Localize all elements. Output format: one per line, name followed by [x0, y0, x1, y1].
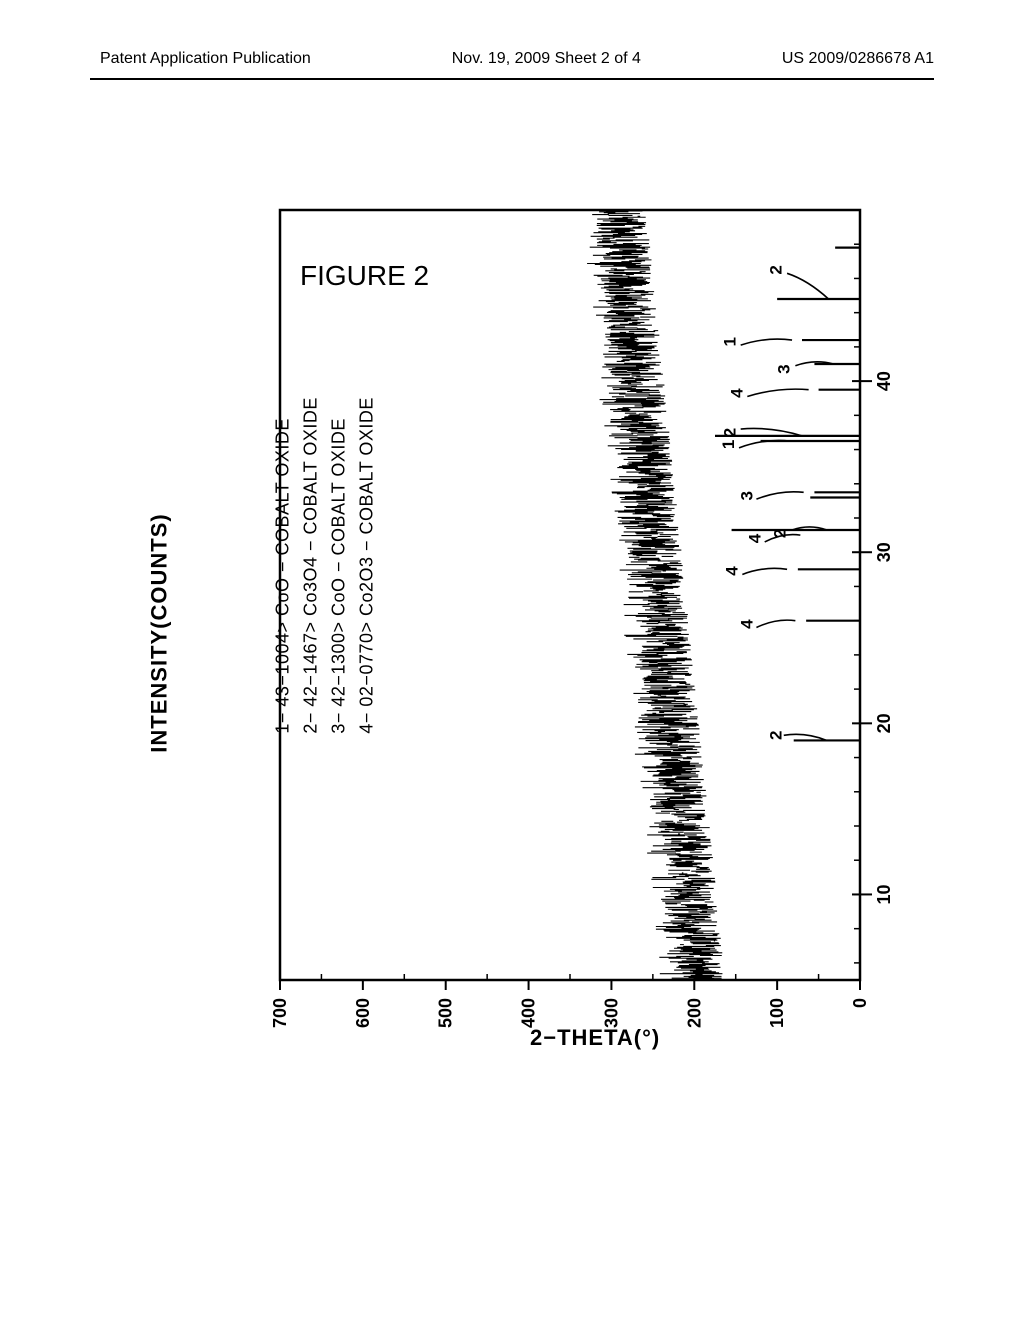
svg-text:700: 700: [270, 998, 290, 1028]
svg-text:0: 0: [850, 998, 870, 1008]
svg-text:2: 2: [766, 265, 785, 274]
header-center: Nov. 19, 2009 Sheet 2 of 4: [452, 50, 641, 68]
svg-text:2: 2: [766, 731, 785, 740]
xrd-chart: 0 100 200 300 400 500 600 700 10 20 30 40 2 4 4 4 2 3 1 2 4 3…: [130, 180, 890, 1080]
svg-text:200: 200: [684, 998, 704, 1028]
page-header: Patent Application Publication Nov. 19, …: [0, 50, 1024, 68]
svg-text:3: 3: [775, 364, 794, 373]
figure-wrapper: 0 100 200 300 400 500 600 700 10 20 30 40 2 4 4 4 2 3 1 2 4 3…: [130, 180, 890, 1080]
svg-text:600: 600: [353, 998, 373, 1028]
header-left: Patent Application Publication: [100, 50, 311, 68]
y-axis-title: INTENSITY(COUNTS): [147, 513, 173, 752]
svg-text:1: 1: [719, 440, 738, 449]
svg-text:4− 02−0770> Co2O3 − COBALT: 4− 02−0770> Co2O3 − COBALT OXIDE: [356, 397, 376, 734]
svg-text:1: 1: [721, 337, 740, 346]
svg-text:100: 100: [767, 998, 787, 1028]
svg-text:20: 20: [874, 713, 890, 733]
svg-text:3: 3: [737, 491, 756, 500]
header-rule: [90, 78, 934, 80]
header-right: US 2009/0286678 A1: [782, 50, 934, 68]
svg-text:300: 300: [601, 998, 621, 1028]
svg-text:1− 43−1004> CoO − COBALT O: 1− 43−1004> CoO − COBALT OXIDE: [272, 418, 292, 734]
svg-text:3− 42−1300> CoO − COBALT O: 3− 42−1300> CoO − COBALT OXIDE: [328, 418, 348, 734]
svg-text:30: 30: [874, 542, 890, 562]
svg-text:500: 500: [436, 998, 456, 1028]
svg-text:2− 42−1467> Co3O4 − COBALT: 2− 42−1467> Co3O4 − COBALT OXIDE: [300, 397, 320, 734]
svg-text:2: 2: [721, 428, 740, 437]
svg-text:4: 4: [722, 566, 741, 576]
svg-text:400: 400: [519, 998, 539, 1028]
svg-text:40: 40: [874, 371, 890, 391]
svg-text:4: 4: [737, 619, 756, 629]
svg-text:10: 10: [874, 884, 890, 904]
x-axis-title: 2−THETA(°): [530, 1025, 660, 1051]
svg-text:4: 4: [746, 533, 765, 543]
svg-text:4: 4: [727, 388, 746, 398]
